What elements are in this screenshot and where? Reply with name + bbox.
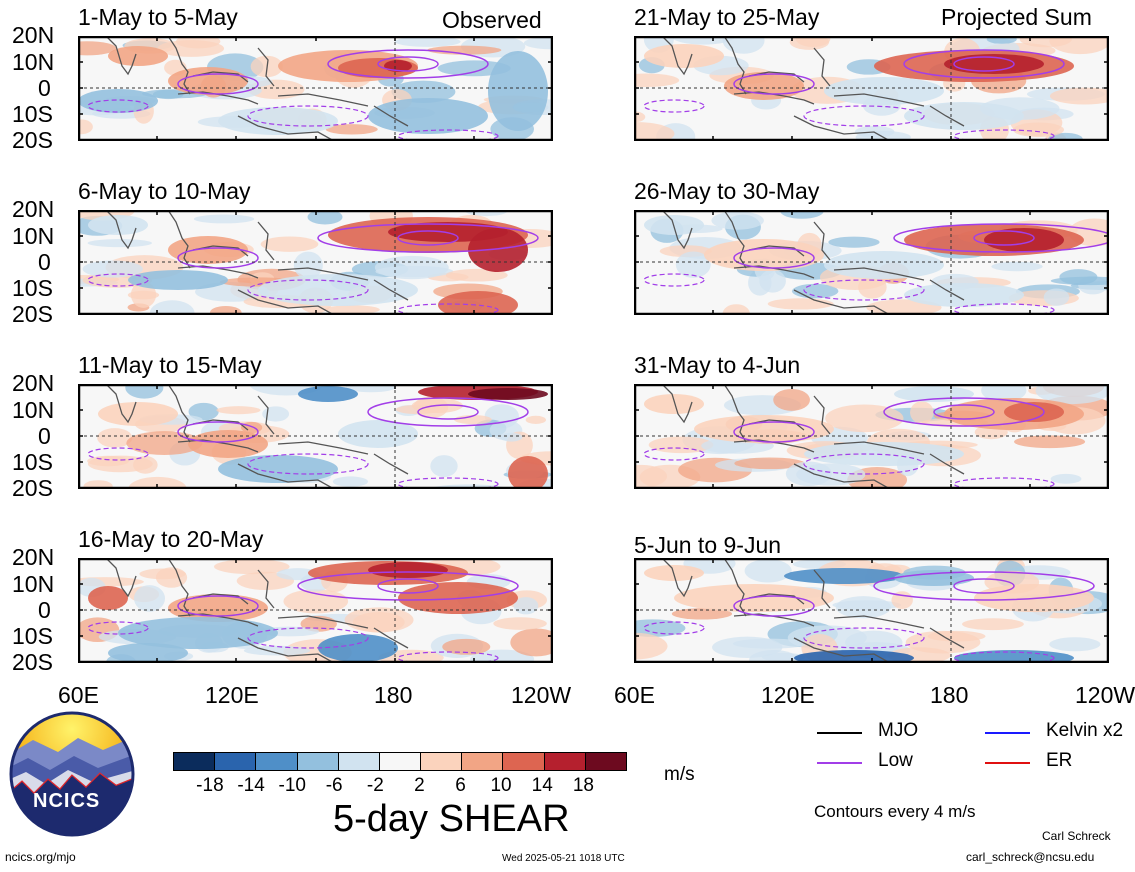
colorbar-swatch xyxy=(543,752,586,771)
shear-map xyxy=(78,558,553,663)
lat-label: 20S xyxy=(12,127,53,153)
lat-label: 0 xyxy=(38,597,51,623)
footer-timestamp: Wed 2025-05-21 1018 UTC xyxy=(502,853,625,864)
observed-heading: Observed xyxy=(442,7,542,33)
lat-label: 0 xyxy=(38,249,51,275)
lon-label: 180 xyxy=(374,682,413,708)
shear-map xyxy=(78,210,553,315)
lat-label: 20S xyxy=(12,649,53,675)
colorbar-swatch xyxy=(584,752,627,771)
lon-label: 120W xyxy=(1075,684,1135,707)
projected-heading: Projected Sum xyxy=(941,4,1092,30)
lat-label: 10S xyxy=(12,275,53,301)
legend-er: ER xyxy=(1046,750,1073,771)
lon-label: 60E xyxy=(58,682,99,708)
panel-title: 16-May to 20-May xyxy=(78,526,264,552)
colorbar-swatch xyxy=(378,752,422,771)
map-panel xyxy=(634,384,1109,489)
lon-label: 120E xyxy=(761,682,815,708)
lat-label: 10N xyxy=(12,571,55,597)
ncics-logo xyxy=(9,711,135,837)
legend-mjo: MJO xyxy=(878,720,919,741)
colorbar-tick-label: -6 xyxy=(325,775,343,796)
lat-label: 20N xyxy=(12,22,55,48)
panel-title: 21-May to 25-May xyxy=(634,4,820,30)
lat-label: 10S xyxy=(12,449,53,475)
panel-title: 6-May to 10-May xyxy=(78,178,251,204)
panel-title: 5-Jun to 9-Jun xyxy=(634,532,782,558)
map-panel xyxy=(634,210,1109,315)
lat-label: 10N xyxy=(12,49,55,75)
footer-email: carl_schreck@ncsu.edu xyxy=(966,850,1095,864)
colorbar-tick-label: 18 xyxy=(572,775,594,796)
footer-author: Carl Schreck xyxy=(1042,829,1111,843)
colorbar-units: m/s xyxy=(664,764,695,785)
colorbar-tick-label: 2 xyxy=(414,775,425,796)
kelvin-legend-line xyxy=(985,732,1030,734)
contour-note: Contours every 4 m/s xyxy=(814,802,976,821)
shear-map xyxy=(78,384,553,489)
shear-map xyxy=(634,558,1109,663)
lon-label: 120E xyxy=(205,682,259,708)
colorbar-swatch xyxy=(420,752,463,771)
lon-label: 60E xyxy=(614,682,655,708)
panel-title: 11-May to 15-May xyxy=(78,352,262,378)
colorbar-swatch xyxy=(173,752,216,771)
lat-label: 0 xyxy=(38,423,51,449)
colorbar-swatch xyxy=(296,752,339,771)
lat-label: 20N xyxy=(12,370,55,396)
colorbar-tick-label: 14 xyxy=(531,775,553,796)
lat-label: 20N xyxy=(12,196,55,222)
lat-label: 10N xyxy=(12,223,55,249)
mjo-legend-line xyxy=(817,732,862,734)
colorbar-swatch xyxy=(337,752,380,771)
logo-text: NCICS xyxy=(33,790,101,812)
map-panel xyxy=(78,558,553,663)
colorbar-tick-label: 6 xyxy=(455,775,466,796)
colorbar-title: 5-day SHEAR xyxy=(333,798,570,840)
low-legend-line xyxy=(817,762,862,764)
colorbar-tick-label: 10 xyxy=(490,775,512,796)
colorbar-tick-label: -14 xyxy=(237,775,265,796)
map-panel xyxy=(78,210,553,315)
map-panel xyxy=(78,36,553,141)
lat-label: 20S xyxy=(12,475,53,501)
shear-map xyxy=(634,210,1109,315)
colorbar-tick-label: -18 xyxy=(196,775,224,796)
lon-label: 120W xyxy=(511,682,572,708)
shear-map xyxy=(78,36,553,141)
lon-label: 180 xyxy=(930,682,969,708)
lat-label: 10S xyxy=(12,101,53,127)
legend-low: Low xyxy=(878,750,913,771)
panel-title: 1-May to 5-May xyxy=(78,4,238,30)
footer-site: ncics.org/mjo xyxy=(5,850,76,864)
lat-label: 10N xyxy=(12,397,55,423)
legend-kelvin: Kelvin x2 xyxy=(1046,720,1124,741)
lat-label: 20N xyxy=(12,544,55,570)
panel-title: 31-May to 4-Jun xyxy=(634,352,801,378)
panel-title: 26-May to 30-May xyxy=(634,178,820,204)
map-panel xyxy=(634,558,1109,663)
colorbar-tick-label: -10 xyxy=(278,775,306,796)
colorbar-swatch xyxy=(255,752,298,771)
lat-label: 10S xyxy=(12,623,53,649)
colorbar-swatch xyxy=(461,752,504,771)
shear-map xyxy=(634,36,1109,141)
map-panel xyxy=(78,384,553,489)
shear-map xyxy=(634,384,1109,489)
lat-label: 20S xyxy=(12,301,53,327)
lat-label: 0 xyxy=(38,75,51,101)
colorbar-tick-label: -2 xyxy=(366,775,384,796)
er-legend-line xyxy=(985,762,1030,764)
colorbar-swatch xyxy=(502,752,545,771)
colorbar-swatch xyxy=(214,752,257,771)
map-panel xyxy=(634,36,1109,141)
